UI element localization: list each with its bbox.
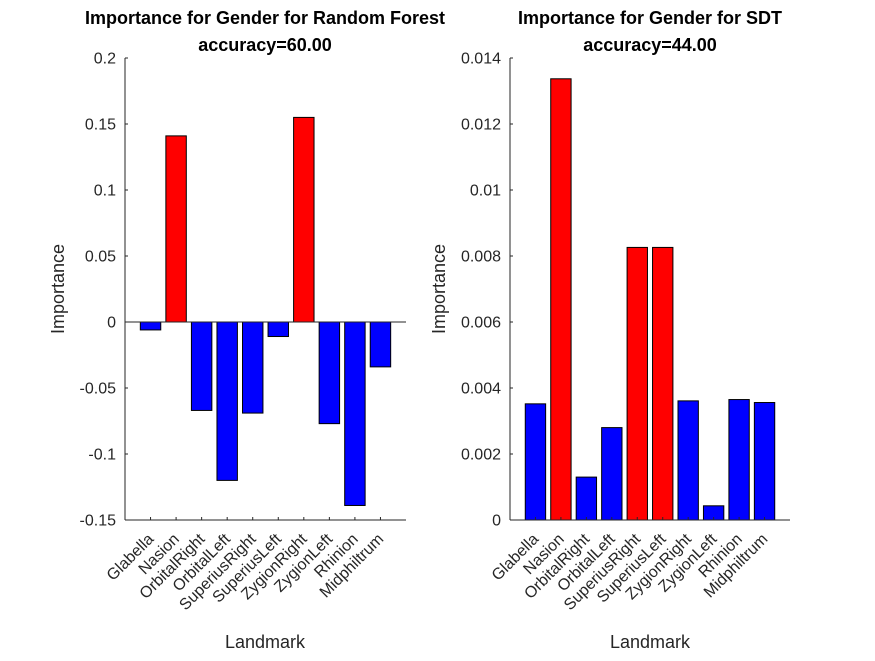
bar-nasion [550,78,572,521]
bar-glabella [524,403,547,521]
bar-orbitalleft [216,321,238,481]
chart-title: Importance for Gender for SDT [518,8,782,28]
bar-superiusleft [652,246,674,521]
bar-zygionleft [318,321,341,425]
bar-midphiltrum [369,321,392,368]
chart-subtitle: accuracy=60.00 [198,35,332,55]
y-tick-label: 0.05 [85,249,116,266]
y-tick-label: 0.012 [461,117,501,134]
y-tick-label: 0.15 [85,117,116,134]
y-tick-label: 0 [107,315,116,332]
bar-zygionright [293,116,315,323]
y-tick-label: 0 [492,513,501,530]
y-tick-label: 0.004 [461,381,501,398]
chart-subtitle: accuracy=44.00 [583,35,717,55]
bar-orbitalright [575,476,598,521]
chart-panel-random-forest: Importance for Gender for Random Forest … [48,8,445,652]
chart-title: Importance for Gender for Random Forest [85,8,445,28]
chart-panel-sdt: Importance for Gender for SDT accuracy=4… [429,8,790,652]
bar-orbitalright [190,321,213,411]
y-tick-label: 0.2 [94,51,116,68]
bar-midphiltrum [753,402,776,521]
y-axis-label: Importance [48,244,68,334]
bar-rhinion [728,399,750,521]
y-tick-label: -0.05 [80,381,117,398]
bar-orbitalleft [601,427,623,521]
bar-zygionright [677,400,699,521]
y-tick-label: -0.15 [80,513,117,530]
bar-superiusright [626,246,648,521]
y-tick-label: 0.006 [461,315,501,332]
bar-superiusright [242,321,264,414]
bar-nasion [165,135,187,323]
y-tick-label: -0.1 [88,447,116,464]
x-axis-label: Landmark [225,632,306,652]
bar-rhinion [344,321,366,506]
x-axis-label: Landmark [610,632,691,652]
bar-superiusleft [267,321,289,338]
bar-glabella [139,321,162,331]
y-tick-label: 0.01 [470,183,501,200]
y-tick-label: 0.002 [461,447,501,464]
y-tick-label: 0.1 [94,183,116,200]
y-tick-label: 0.014 [461,51,501,68]
y-axis-label: Importance [429,244,449,334]
y-tick-label: 0.008 [461,249,501,266]
